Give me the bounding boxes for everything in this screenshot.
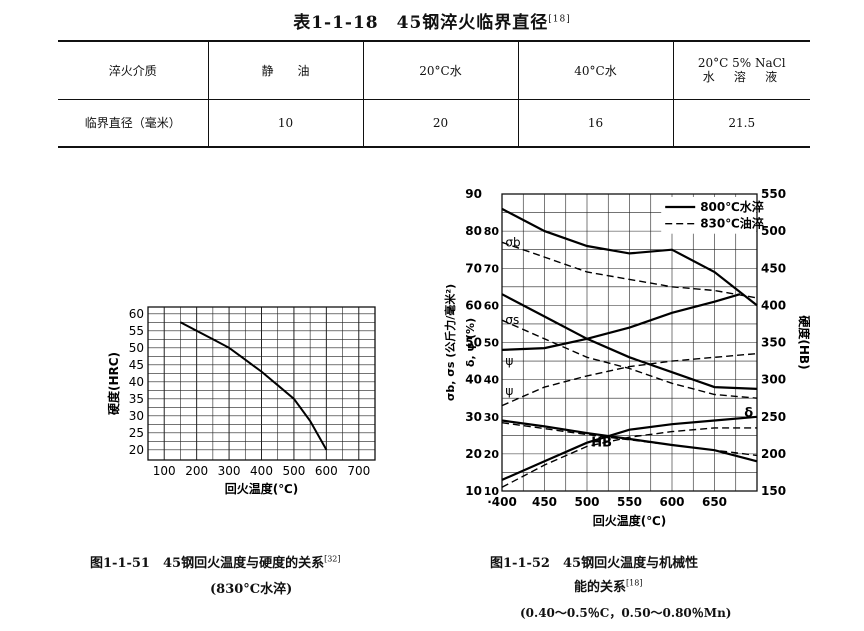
row-label-critical-diameter: 临界直径（毫米） <box>84 116 181 131</box>
fig51-caption: 图1-1-51 45钢回火温度与硬度的关系[32] <box>90 554 341 571</box>
y-left-tick-label: 90 <box>465 187 482 201</box>
y-mid-tick-label: 80 <box>484 225 500 238</box>
hardness-vs-temper-chart: 100 200 300 400 500 600 700 20 25 30 35 40 45 50 55 60 回… <box>106 306 376 496</box>
sigma-s-label: σs <box>505 313 519 327</box>
y-left-tick-label: 70 <box>465 261 482 275</box>
series-line <box>501 293 741 351</box>
y-tick-label: 40 <box>129 375 144 389</box>
series-line <box>501 352 758 407</box>
y-right-tick-label: 200 <box>761 447 786 461</box>
x-tick-label: 550 <box>617 495 642 509</box>
x-tick-label: 500 <box>282 464 305 478</box>
header-nacl-line2: 水 溶 液 <box>702 70 781 85</box>
series-line <box>501 207 758 307</box>
y-left-tick-label: 30 <box>465 410 482 424</box>
x-tick-label: 600 <box>659 495 684 509</box>
y-tick-label: 45 <box>129 358 144 372</box>
value-still-oil: 10 <box>207 99 363 147</box>
y-mid-tick-label: 20 <box>484 448 500 461</box>
header-nacl-solution: 20°C 5% NaCl 水 溶 液 <box>672 41 810 99</box>
y-right-tick-label: 500 <box>761 224 786 238</box>
y-mid-tick-label: 50 <box>484 337 500 350</box>
y-right-tick-label: 300 <box>761 373 786 387</box>
x-tick-label: 450 <box>532 495 557 509</box>
series-line <box>501 293 758 390</box>
value-nacl-solution: 21.5 <box>672 99 810 147</box>
x-tick-label: 650 <box>702 495 727 509</box>
y-tick-label: 60 <box>129 307 144 321</box>
y-left-axis-label: σb, σs (公斤力/毫米²) <box>443 284 457 401</box>
y-right-tick-label: 550 <box>761 187 786 201</box>
plot-frame <box>147 306 376 461</box>
y-mid-axis-label: δ, ψ (%) <box>464 318 477 367</box>
legend-label-oil: 830℃油淬 <box>700 216 764 231</box>
y-mid-tick-label: 60 <box>484 299 500 312</box>
fig52-caption-line2: 能的关系[18] <box>574 578 643 595</box>
header-nacl-line1: 20°C 5% NaCl <box>697 56 786 71</box>
x-tick-label: 400 <box>250 464 273 478</box>
x-tick-label: 300 <box>218 464 241 478</box>
value-water-20c: 20 <box>362 99 518 147</box>
y-mid-tick-label: 30 <box>484 411 500 424</box>
fig52-caption-line1: 图1-1-52 45钢回火温度与机械性 <box>490 556 699 571</box>
x-tick-label: 200 <box>185 464 208 478</box>
y-mid-tick-label: 40 <box>484 374 500 387</box>
table-title: 表1-1-18 45钢淬火临界直径[18] <box>293 13 571 33</box>
y-right-tick-label: 250 <box>761 410 786 424</box>
header-medium-label: 淬火介质 <box>108 63 157 78</box>
x-axis-label: 回火温度(℃) <box>593 513 667 528</box>
legend-label-water: 800℃水淬 <box>700 199 764 214</box>
fig52-subcaption: (0.40～0.5％C，0.50～0.80％Mn) <box>520 606 732 620</box>
x-tick-label: 500 <box>574 495 599 509</box>
y-tick-label: 30 <box>129 409 144 423</box>
y-tick-label: 35 <box>129 392 144 406</box>
value-water-40c: 16 <box>517 99 673 147</box>
y-left-tick-label: 60 <box>465 298 482 312</box>
quench-critical-diameter-table: 淬火介质 静 油 20°C水 40°C水 20°C 5% NaCl 水 溶 液 … <box>58 40 810 148</box>
hb-label: HB <box>591 436 612 451</box>
psi-lower-label: ψ <box>505 384 513 398</box>
series-line <box>501 319 758 399</box>
y-left-tick-label: 50 <box>465 336 482 350</box>
x-tick-label: 700 <box>347 464 370 478</box>
mechanical-properties-chart: ·400 450 500 550 600 650 10 20 30 40 50 60 70 80 90 10 2… <box>443 187 810 528</box>
y-tick-label: 25 <box>129 426 144 440</box>
delta-label: δ <box>744 406 753 421</box>
fig51-subcaption: (830°C水淬) <box>210 582 293 597</box>
x-axis-label: 回火温度(℃) <box>225 481 299 496</box>
y-tick-label: 50 <box>129 341 144 355</box>
y-right-tick-label: 150 <box>761 484 786 498</box>
psi-upper-label: ψ <box>505 354 513 368</box>
y-left-tick-label: 40 <box>465 373 482 387</box>
series-line <box>501 422 758 457</box>
y-tick-label: 20 <box>129 443 144 457</box>
header-water-40c: 40°C水 <box>517 41 673 99</box>
header-water-20c: 20°C水 <box>362 41 518 99</box>
hardness-curve <box>179 321 328 451</box>
series-line <box>501 427 757 488</box>
y-right-axis-label: 硬度(HB) <box>797 315 810 369</box>
y-left-tick-label: 20 <box>465 447 482 461</box>
legend-background <box>661 196 756 234</box>
x-tick-label: 100 <box>153 464 176 478</box>
plot-frame <box>501 193 758 492</box>
y-left-tick-label: 10 <box>465 484 482 498</box>
table-header-row: 淬火介质 静 油 20°C水 40°C水 20°C 5% NaCl 水 溶 液 <box>58 41 810 99</box>
y-mid-tick-label: 70 <box>484 262 500 275</box>
x-tick-label: 600 <box>315 464 338 478</box>
y-left-tick-label: 80 <box>465 224 482 238</box>
y-mid-tick-label: 10 <box>484 485 500 498</box>
x-tick-label: ·400 <box>487 495 517 509</box>
series-line <box>501 415 758 481</box>
series-line <box>501 241 758 299</box>
y-right-tick-label: 350 <box>761 336 786 350</box>
y-tick-label: 55 <box>129 324 144 338</box>
y-right-tick-label: 450 <box>761 261 786 275</box>
y-right-tick-label: 400 <box>761 298 786 312</box>
header-still-oil: 静 油 <box>207 41 363 99</box>
sigma-b-label: σb <box>505 235 520 249</box>
y-axis-label: 硬度(HRC) <box>106 352 121 415</box>
table-row: 临界直径（毫米） 10 20 16 21.5 <box>58 99 810 147</box>
